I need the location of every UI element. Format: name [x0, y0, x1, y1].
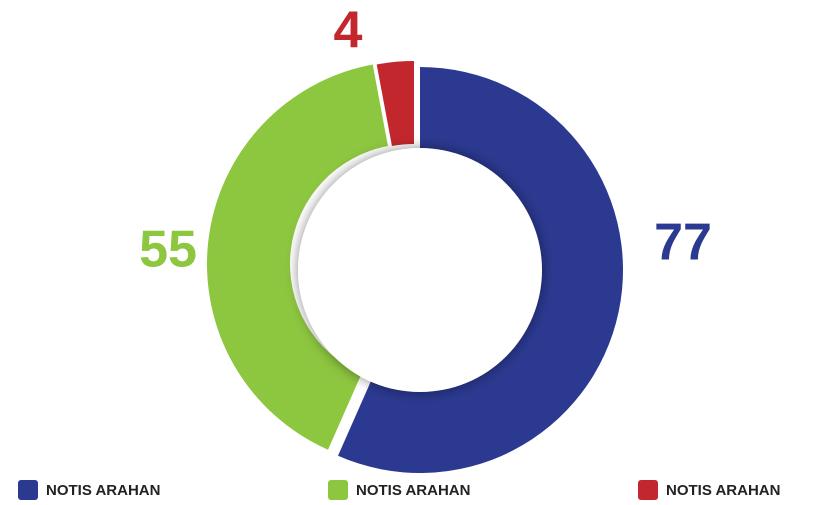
donut-hole	[298, 148, 542, 392]
legend-swatch	[328, 480, 348, 500]
value-label: 77	[654, 214, 712, 272]
legend-label: NOTIS ARAHAN	[666, 482, 780, 499]
donut-slice	[338, 67, 624, 474]
legend-swatch	[18, 480, 38, 500]
donut-slice	[376, 61, 414, 147]
legend-swatch	[638, 480, 658, 500]
donut-slice	[206, 64, 388, 450]
value-label: 55	[139, 221, 197, 279]
legend-label: NOTIS ARAHAN	[46, 482, 160, 499]
legend-label: NOTIS ARAHAN	[356, 482, 470, 499]
value-label: 4	[334, 2, 363, 60]
